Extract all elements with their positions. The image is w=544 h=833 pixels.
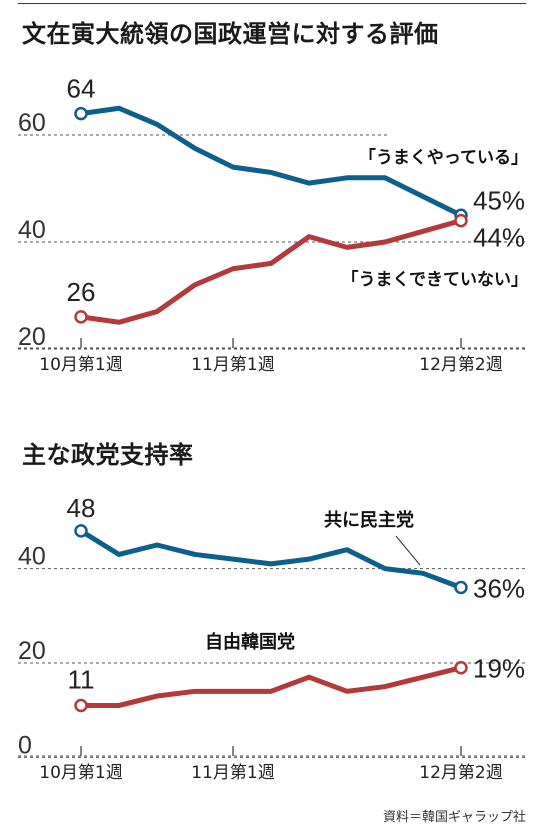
chart-title-party-support: 主な政党支持率: [22, 441, 194, 469]
x-tick-label: 11月第1週: [191, 763, 274, 783]
y-tick-label-60: 60: [18, 109, 46, 137]
series-line-0: [78, 105, 464, 218]
x-tick-label: 12月第2週: [419, 763, 502, 783]
series-line-1: [78, 665, 464, 708]
x-tick-label: 10月第1週: [39, 355, 122, 375]
x-tick-label: 12月第2週: [419, 355, 502, 375]
series-0-end-label: 45%: [473, 185, 525, 215]
series-0-start-label: 48: [67, 493, 96, 523]
series-1-point-0: [74, 698, 88, 713]
series-line-1: [78, 218, 464, 325]
series-1-start-label: 11: [68, 664, 95, 694]
y-tick-label-40: 40: [18, 543, 46, 571]
y-tick-label-20: 20: [18, 637, 46, 665]
x-tick-label: 11月第1週: [191, 355, 274, 375]
series-0-start-label: 64: [67, 74, 96, 104]
series-0-leader-line: [395, 535, 421, 566]
x-tick-label: 10月第1週: [39, 763, 122, 783]
series-line-0: [78, 528, 464, 590]
series-1-end-label: 44%: [473, 223, 525, 253]
series-1-point-10: [454, 660, 468, 675]
series-0-name-label: 「うまくやっている」: [359, 147, 528, 168]
series-1-end-label: 19%: [473, 654, 525, 684]
series-0-point-10: [454, 580, 468, 595]
y-tick-label-20: 20: [18, 323, 46, 351]
series-0-point-0: [74, 524, 88, 538]
series-0-name-label: 共に民主党: [324, 509, 414, 531]
series-1-point-0: [74, 310, 88, 324]
series-1-start-label: 26: [67, 277, 96, 307]
top-rule: [18, 3, 526, 4]
chart-title-approval: 文在寅大統領の国政運営に対する評価: [22, 20, 439, 48]
series-0-end-label: 36%: [473, 573, 525, 603]
series-1-name-label: 「うまくできていない」: [342, 269, 529, 290]
series-0-point-0: [74, 106, 88, 121]
source-note: 資料＝韓国ギャラップ社: [382, 810, 526, 825]
series-1-point-10: [454, 213, 468, 228]
y-tick-label-40: 40: [18, 216, 46, 244]
series-1-name-label: 自由韓国党: [205, 631, 295, 653]
y-tick-label-0: 0: [18, 731, 32, 759]
approval-line-chart: 20 40 60 10月第1週 11月第1週 12月第2週 64 45% 「うまくやっている」 2…: [18, 74, 529, 375]
